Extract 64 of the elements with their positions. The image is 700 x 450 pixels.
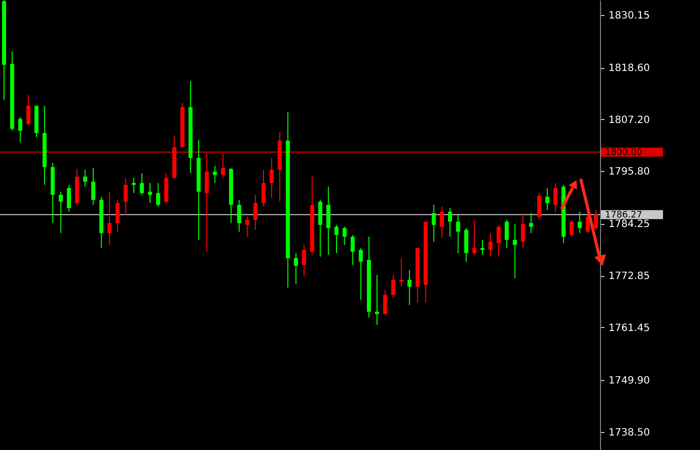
candlestick [91,168,96,206]
candlestick [302,244,306,278]
candlestick [26,94,30,126]
candlestick [350,234,355,266]
candlestick [570,219,574,238]
y-tick-label: 1772.85 [608,271,650,282]
y-tick-label: 1830.15 [608,10,650,22]
candlestick [318,199,322,258]
candlestick [578,211,582,234]
candlestick [383,289,388,316]
candlestick [261,169,266,208]
y-tick-label: 1807.20 [608,114,650,126]
y-tick-label: 1749.90 [608,375,650,386]
y-tick-label: 1761.45 [608,322,650,334]
candlestick [212,165,217,184]
candlestick [375,274,380,326]
candlestick [294,252,298,285]
candlestick [545,188,550,210]
candlestick [520,212,525,249]
candlestick [440,206,444,239]
candlestick [124,178,128,216]
candlestick [334,224,339,254]
candlestick [83,169,88,188]
candlestick [107,191,112,246]
y-tick-label: 1795.80 [608,166,650,178]
candlestick [253,194,258,230]
y-tick-label: 1738.50 [608,427,650,438]
candlestick [270,158,274,199]
candlestick [504,219,509,249]
candlestick [18,116,22,143]
candlestick [358,248,363,300]
candlestick [553,182,558,212]
candlestick [496,224,501,258]
candlestick [132,178,136,194]
candlestick [326,186,330,256]
candlestick [342,226,347,246]
candlestick [464,228,468,262]
candlestick [245,216,250,238]
candlestick [407,269,412,306]
candlestick [140,172,144,196]
candlestick [594,209,598,230]
candlestick [164,172,168,204]
candlestick [472,219,476,256]
candlestick [537,192,542,220]
candlestick [488,232,493,258]
candlestick [512,223,517,279]
candlestick [391,274,396,298]
candlestick [58,191,63,234]
y-tick-label: 1784.25 [608,219,650,230]
candlestick [116,199,120,232]
candlestick [66,184,71,212]
candlestick [220,153,225,179]
candlestick [480,239,484,256]
candlestick [237,199,242,232]
y-tick-label: 1818.60 [608,63,650,74]
candlestick [156,182,160,208]
candlestick [456,214,460,254]
candlestick [432,204,436,242]
candlestick [204,152,209,252]
candlestick [148,182,152,204]
candlestick [529,212,534,234]
candlestick [448,208,452,238]
ref-line-label: 1786.27 [605,210,642,221]
ref-line-label: 1800.00 [605,148,642,158]
